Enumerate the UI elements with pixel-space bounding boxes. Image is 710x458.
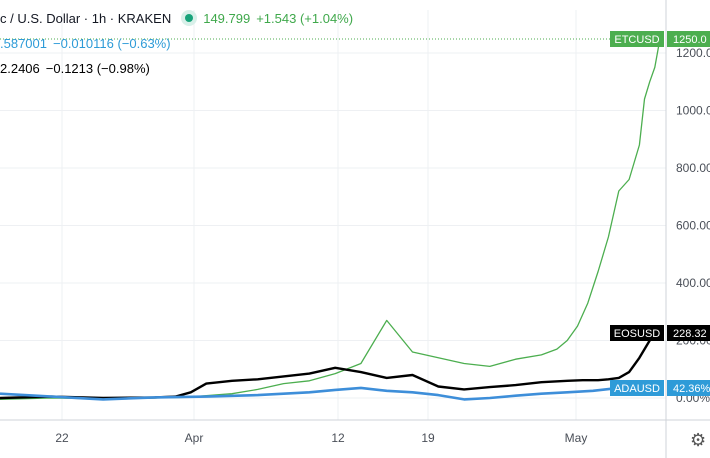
legend-ada-series[interactable]: .587001 −0.010116 (−0.63%) — [0, 36, 177, 52]
x-tick-label: 22 — [55, 431, 69, 445]
ada-change: −0.010116 (−0.63%) — [53, 36, 171, 51]
x-tick-label: 12 — [331, 431, 345, 445]
x-tick-label: 19 — [421, 431, 435, 445]
axis-value-bg — [667, 325, 710, 341]
eos-value: 2.2406 — [0, 61, 40, 76]
y-tick-label: 1200.00 — [676, 46, 710, 60]
last-price: 149.799 — [203, 11, 251, 26]
y-tick-label: 1000.00 — [676, 104, 710, 118]
eye-icon[interactable] — [181, 10, 198, 26]
price-change: +1.543 (+1.04%) — [256, 11, 354, 26]
series-line-eosusd — [0, 330, 661, 400]
axis-value-bg — [667, 31, 710, 47]
series-tag-bg — [610, 380, 664, 396]
axis-value-adausd: 42.36% — [673, 383, 710, 395]
x-tick-label: May — [565, 431, 588, 445]
y-tick-label: 600.00 — [676, 219, 710, 233]
series-tag-bg — [610, 325, 664, 341]
axis-value-eosusd: 228.32 — [673, 328, 707, 340]
axis-value-etcusd: 1250.0 — [673, 34, 707, 46]
x-tick-label: Apr — [185, 431, 204, 445]
eos-change: −0.1213 (−0.98%) — [45, 61, 150, 76]
ada-value: .587001 — [0, 36, 47, 51]
series-tag-etcusd: ETCUSD — [614, 34, 659, 46]
legend-eos-series[interactable]: 2.2406 −0.1213 (−0.98%) — [0, 61, 156, 77]
symbol-title[interactable]: c / U.S. Dollar · 1h · KRAKEN — [0, 11, 172, 26]
series-line-adausd — [0, 384, 661, 401]
axis-value-bg — [667, 380, 710, 396]
series-tag-eosusd: EOSUSD — [614, 328, 661, 340]
y-tick-label: 800.00 — [676, 161, 710, 175]
gear-icon[interactable]: ⚙ — [690, 430, 707, 451]
y-tick-label: 400.00 — [676, 276, 710, 290]
legend-main-series: c / U.S. Dollar · 1h · KRAKEN 149.799 +1.5… — [0, 10, 359, 27]
series-tag-bg — [610, 31, 664, 47]
series-line-etcusd — [0, 38, 661, 401]
series-tag-adausd: ADAUSD — [614, 383, 660, 395]
